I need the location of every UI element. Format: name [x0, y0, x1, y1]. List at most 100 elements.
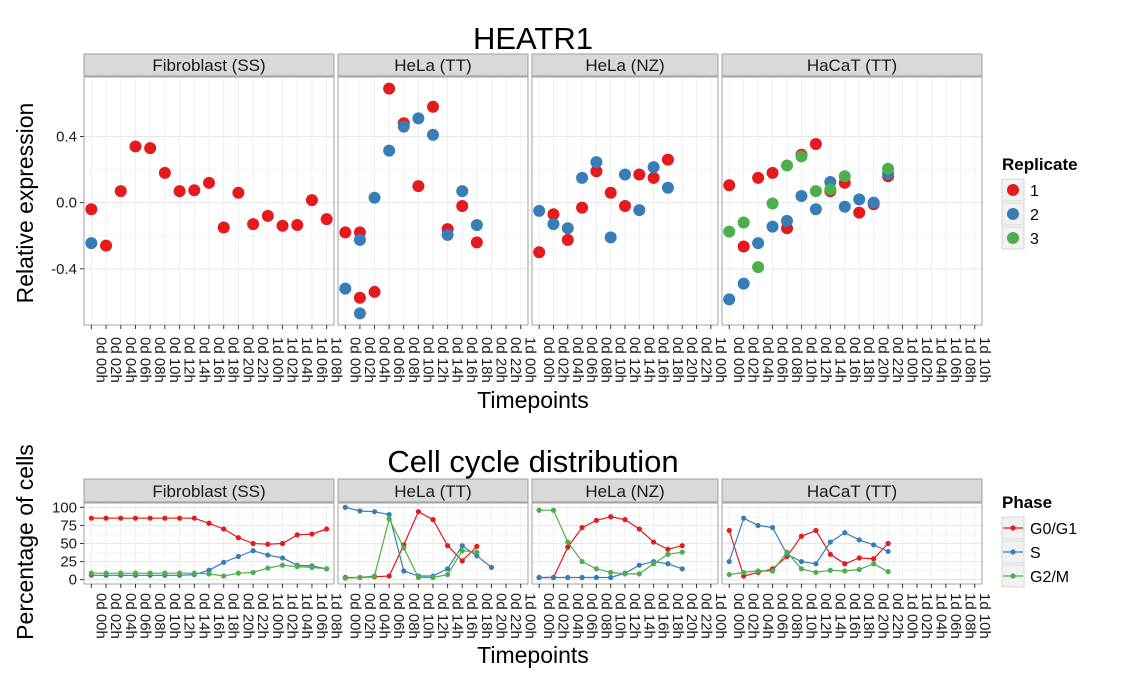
legend-entry-label: S: [1030, 545, 1041, 562]
facet-strip-label: HaCaT (TT): [807, 482, 897, 501]
data-point: [550, 507, 557, 513]
x-tick-label: 0d 18h: [478, 337, 495, 383]
data-point: [853, 206, 866, 219]
data-point: [294, 532, 300, 538]
data-point: [619, 199, 631, 212]
x-tick-label: 0d 08h: [788, 593, 805, 639]
data-point: [206, 520, 212, 526]
legend-key-marker: [1007, 184, 1019, 196]
x-tick-label: 0d 12h: [626, 593, 643, 639]
x-tick-label: 1d 00h: [712, 337, 729, 383]
facet-strip: [83, 478, 335, 503]
data-point: [470, 236, 483, 249]
x-tick-label: 0d 08h: [151, 593, 168, 639]
data-point: [147, 515, 153, 521]
x-tick-label: 0d 10h: [166, 593, 183, 639]
data-point: [162, 570, 168, 576]
panel-background: [722, 77, 982, 325]
x-tick-label: 1d 02h: [918, 337, 935, 383]
data-point: [456, 199, 469, 212]
x-tick-label: 0d 08h: [788, 337, 805, 383]
y-tick-label: 0: [69, 572, 77, 589]
data-point: [679, 543, 685, 549]
data-point: [103, 515, 109, 521]
data-point: [550, 574, 557, 581]
data-point: [221, 526, 227, 532]
x-tick-label: 0d 20h: [492, 593, 509, 639]
facet-strip-label: HeLa (TT): [394, 482, 471, 501]
data-point: [726, 558, 732, 565]
data-point: [85, 203, 98, 216]
data-point: [415, 574, 421, 581]
data-point: [533, 204, 546, 217]
data-point: [445, 543, 451, 549]
data-point: [324, 526, 330, 532]
x-tick-label: 0d 10h: [612, 337, 629, 383]
x-tick-label: 0d 20h: [683, 337, 700, 383]
data-point: [798, 533, 805, 539]
facet-strip-label: HaCaT (TT): [807, 56, 897, 75]
data-point: [357, 574, 363, 581]
data-point: [723, 293, 736, 306]
x-tick-label: 0d 14h: [449, 337, 466, 383]
data-point: [633, 168, 646, 181]
x-tick-label: 0d 08h: [405, 593, 422, 639]
data-point: [622, 571, 628, 577]
x-tick-label: 0d 14h: [640, 593, 657, 639]
data-point: [339, 282, 352, 295]
data-point: [579, 574, 585, 581]
x-tick-label: 0d 16h: [463, 593, 480, 639]
data-point: [368, 285, 381, 298]
x-tick-label: 0d 08h: [597, 593, 614, 639]
chart-title-top: HEATR1: [473, 21, 593, 56]
x-tick-label: 1d 00h: [522, 593, 539, 639]
x-tick-label: 1d 00h: [712, 593, 729, 639]
x-tick-label: 0d 00h: [92, 337, 109, 383]
data-point: [173, 185, 186, 198]
data-point: [470, 218, 483, 231]
x-tick-label: 0d 04h: [759, 337, 776, 383]
x-tick-label: 1d 00h: [904, 337, 921, 383]
x-tick-label: 0d 14h: [640, 337, 657, 383]
x-tick-label: 0d 12h: [626, 337, 643, 383]
data-point: [741, 573, 747, 579]
x-tick-label: 0d 06h: [583, 337, 600, 383]
x-tick-label: 0d 14h: [195, 337, 212, 383]
data-point: [590, 156, 603, 169]
data-point: [129, 140, 142, 153]
data-point: [824, 183, 837, 196]
data-point: [474, 549, 480, 555]
x-tick-label: 0d 20h: [683, 593, 700, 639]
x-tick-label: 1d 06h: [313, 337, 330, 383]
data-point: [842, 530, 848, 536]
data-point: [741, 515, 747, 521]
bottom-legend: Phase G0/G1 S G2/M: [1001, 493, 1077, 588]
data-point: [651, 561, 657, 567]
x-tick-label: 0d 02h: [361, 593, 378, 639]
data-point: [665, 551, 671, 557]
bottom-y-axis-title: Percentage of cells: [12, 444, 38, 640]
data-point: [871, 556, 877, 562]
data-point: [247, 218, 260, 231]
y-tick-label: 25: [60, 554, 77, 571]
data-point: [636, 571, 642, 577]
data-point: [737, 216, 750, 229]
data-point: [726, 527, 732, 534]
data-point: [353, 291, 366, 304]
data-point: [386, 516, 392, 522]
x-tick-label: 0d 18h: [860, 337, 877, 383]
data-point: [533, 246, 546, 259]
data-point: [235, 553, 242, 560]
legend-key-marker: [1010, 573, 1016, 579]
legend-key-marker: [1007, 208, 1019, 220]
data-point: [401, 568, 407, 574]
data-point: [755, 522, 761, 529]
data-point: [619, 168, 631, 181]
data-point: [132, 515, 139, 521]
data-point: [221, 559, 227, 565]
data-point: [885, 548, 891, 555]
x-tick-label: 0d 04h: [569, 337, 586, 383]
data-point: [397, 120, 410, 133]
